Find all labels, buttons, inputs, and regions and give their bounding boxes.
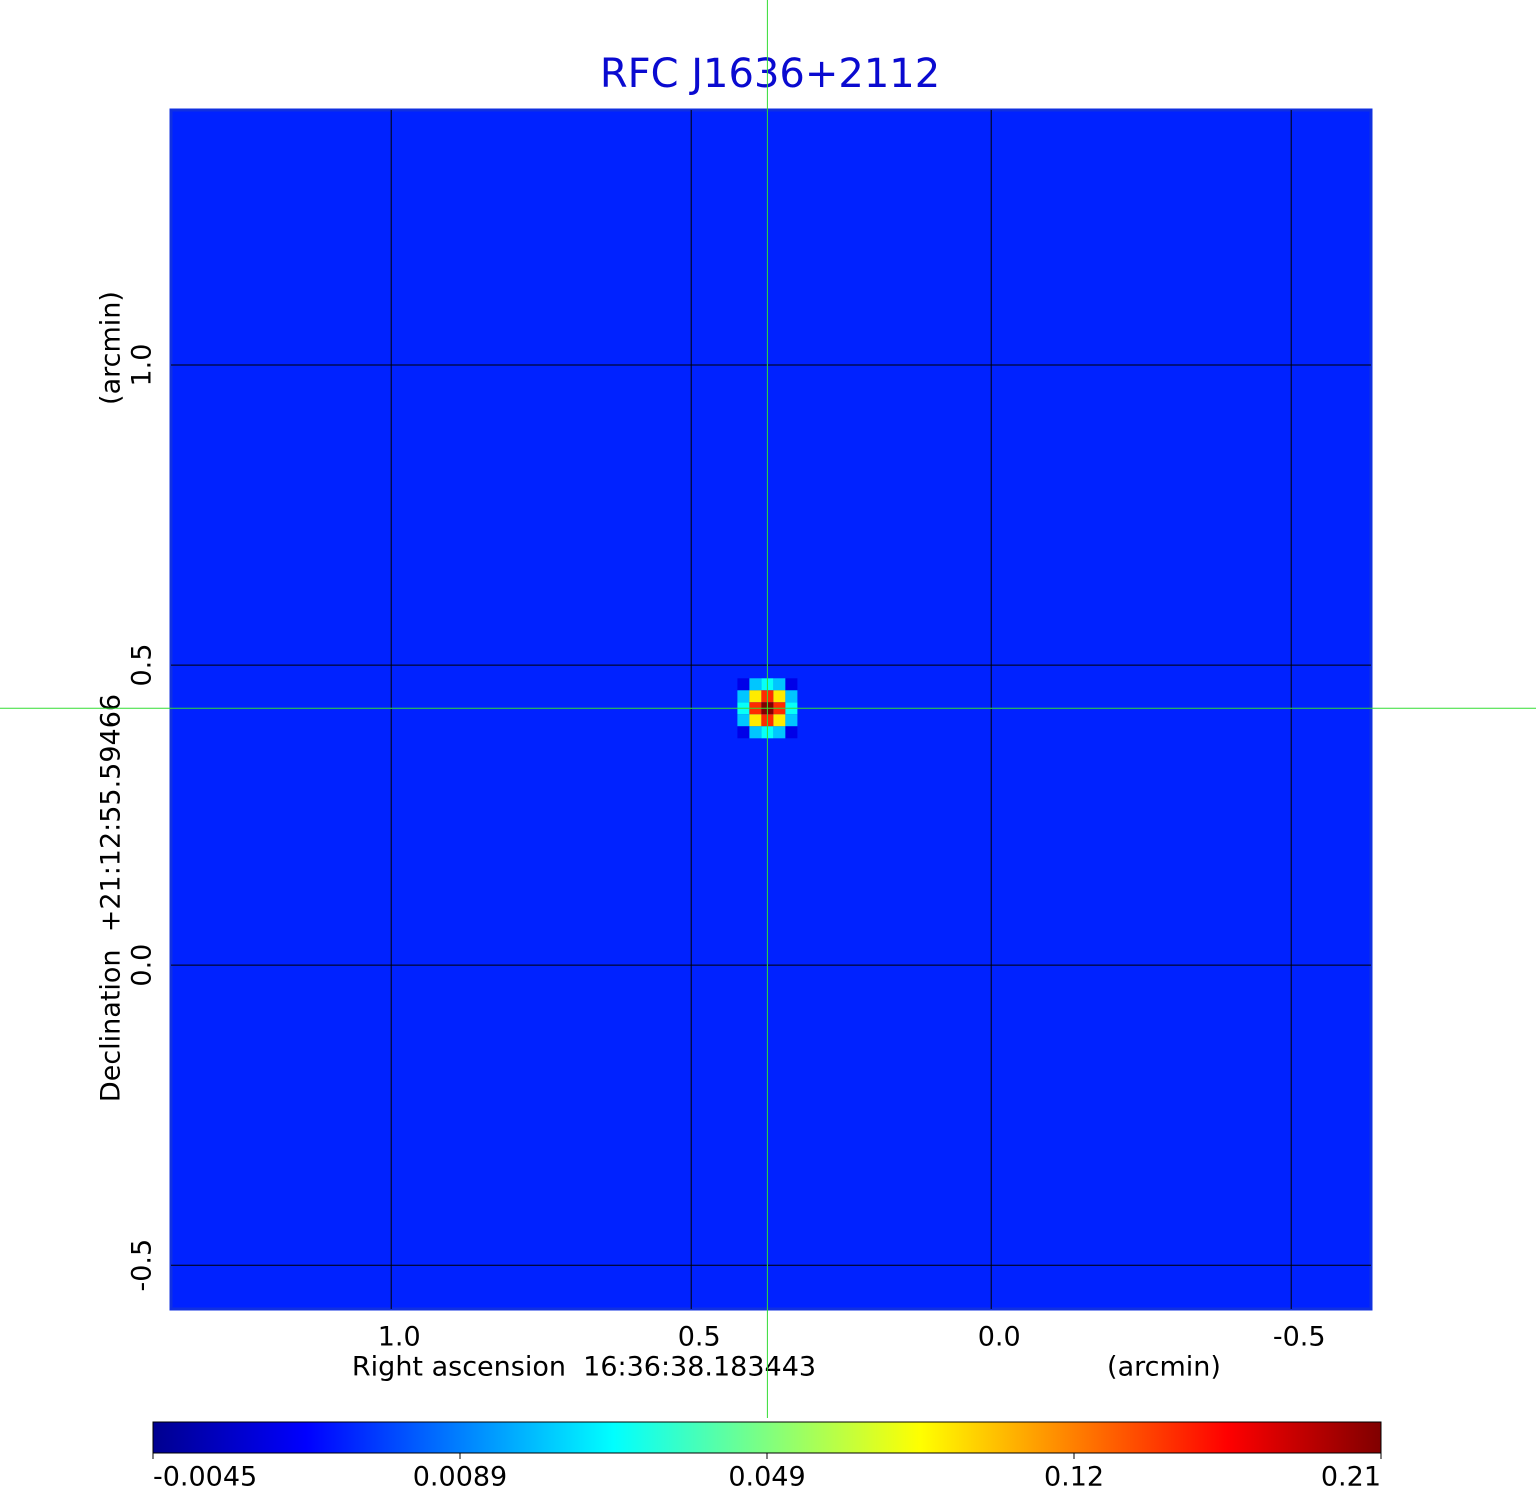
- image-pixel: [785, 678, 798, 691]
- image-pixel: [737, 690, 750, 703]
- image-pixel: [773, 726, 786, 739]
- colorbar-tick-label: 0.12: [1044, 1462, 1104, 1493]
- image-pixel: [749, 678, 762, 691]
- y-tick-label: 0.5: [127, 644, 158, 687]
- image-pixel: [773, 690, 786, 703]
- y-axis-unit: (arcmin): [96, 291, 127, 405]
- colorbar-tick-label: 0.21: [1321, 1462, 1381, 1493]
- image-pixel: [749, 690, 762, 703]
- x-tick-label: -0.5: [1273, 1322, 1326, 1353]
- image-pixel: [773, 678, 786, 691]
- y-tick-label: 0.0: [127, 944, 158, 987]
- plot-frame: [169, 108, 1373, 1311]
- x-tick-label: 0.0: [978, 1322, 1021, 1353]
- colorbar: [152, 1421, 1382, 1454]
- chart-title: RFC J1636+2112: [600, 51, 940, 97]
- colorbar-tick-label: 0.049: [728, 1462, 805, 1493]
- y-axis-label: Declination +21:12:55.59466: [96, 694, 127, 1102]
- image-pixel: [785, 690, 798, 703]
- colorbar-tick-label: 0.0089: [413, 1462, 507, 1493]
- x-tick-label: 0.5: [678, 1322, 721, 1353]
- image-layer: [171, 110, 1371, 1309]
- image-pixel: [785, 726, 798, 739]
- colorbar-tick-label: -0.0045: [153, 1462, 257, 1493]
- image-pixel: [785, 714, 798, 727]
- image-pixel: [773, 714, 786, 727]
- image-pixel: [749, 714, 762, 727]
- x-axis-unit: (arcmin): [1107, 1352, 1221, 1383]
- y-tick-label: -0.5: [127, 1239, 158, 1292]
- y-tick-label: 1.0: [127, 344, 158, 387]
- image-pixel: [737, 726, 750, 739]
- image-pixel: [749, 726, 762, 739]
- x-tick-label: 1.0: [378, 1322, 421, 1353]
- image-pixel: [737, 678, 750, 691]
- image-pixel: [737, 714, 750, 727]
- x-axis-label: Right ascension 16:36:38.183443: [352, 1352, 816, 1383]
